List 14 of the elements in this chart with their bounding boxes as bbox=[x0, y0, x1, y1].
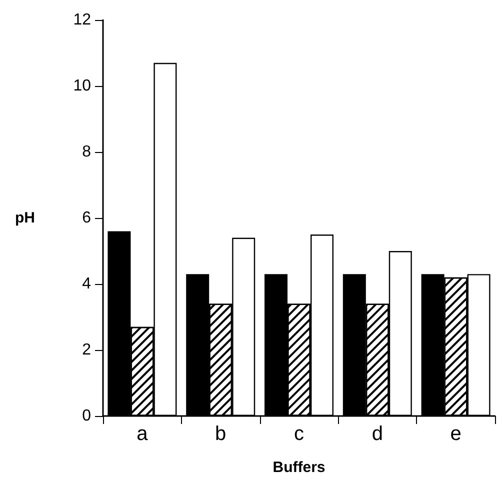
x-tick-label: b bbox=[215, 423, 226, 445]
x-tick-label: d bbox=[372, 423, 383, 445]
x-tick-label: a bbox=[136, 423, 149, 445]
y-tick-label: 8 bbox=[82, 144, 92, 160]
y-axis-title: pH bbox=[15, 210, 35, 226]
y-tick-label: 6 bbox=[82, 210, 92, 226]
x-axis-title: Buffers bbox=[272, 459, 326, 476]
y-tick-label: 0 bbox=[82, 408, 92, 424]
y-tick-label: 2 bbox=[82, 342, 92, 358]
y-tick-label: 10 bbox=[73, 78, 92, 94]
y-tick-label: 4 bbox=[82, 276, 92, 292]
x-tick-label: e bbox=[450, 423, 462, 445]
y-tick-label: 12 bbox=[73, 12, 92, 28]
x-tick-label: c bbox=[294, 423, 304, 445]
